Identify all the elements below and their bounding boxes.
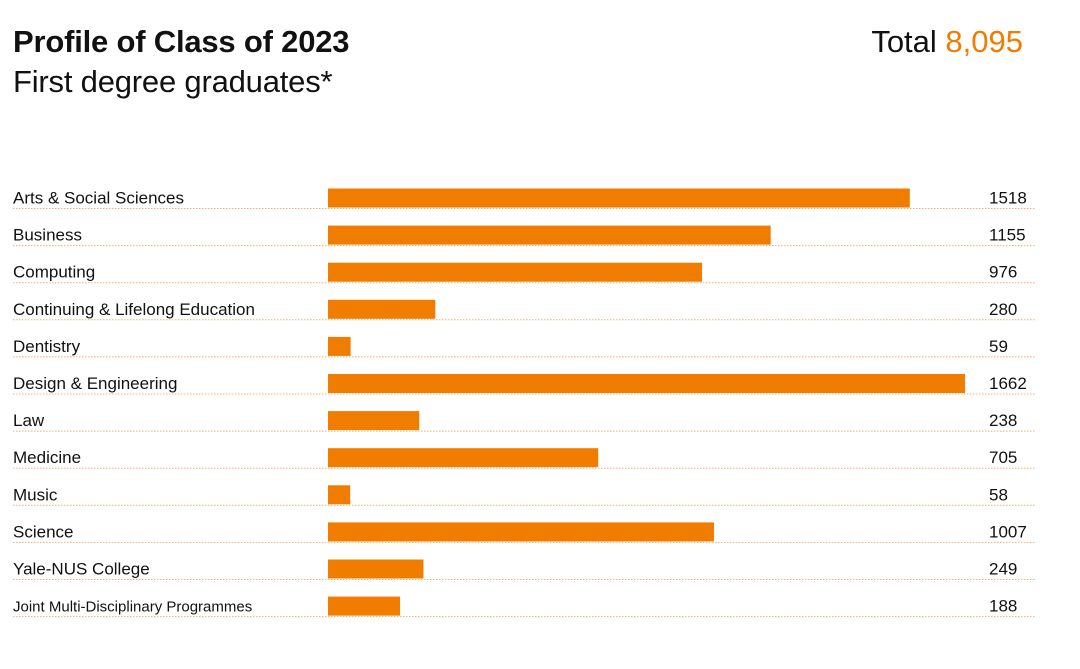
category-label: Science xyxy=(13,522,73,541)
category-label: Dentistry xyxy=(13,337,81,356)
bar xyxy=(328,188,910,208)
value-label: 976 xyxy=(989,263,1017,282)
value-label: 1007 xyxy=(989,522,1027,541)
value-label: 188 xyxy=(989,597,1017,616)
value-label: 1155 xyxy=(989,226,1026,245)
chart-title: Profile of Class of 2023 xyxy=(13,24,350,59)
bar xyxy=(328,336,351,356)
category-label: Continuing & Lifelong Education xyxy=(13,300,255,319)
bar xyxy=(328,596,401,616)
category-label: Computing xyxy=(13,263,95,282)
category-label: Joint Multi-Disciplinary Programmes xyxy=(13,599,252,616)
value-label: 1662 xyxy=(989,374,1027,393)
value-label: 1518 xyxy=(989,189,1027,208)
bar xyxy=(328,522,714,542)
value-label: 58 xyxy=(989,485,1008,504)
bar xyxy=(328,411,420,431)
bar xyxy=(328,299,436,319)
total-value: 8,095 xyxy=(945,24,1023,59)
chart-subtitle: First degree graduates* xyxy=(13,64,333,99)
total-count: Total 8,095 xyxy=(871,24,1023,60)
value-label: 59 xyxy=(989,337,1008,356)
bar xyxy=(328,485,351,505)
bar xyxy=(328,448,599,468)
total-label: Total xyxy=(871,24,937,59)
category-label: Music xyxy=(13,485,58,504)
value-label: 280 xyxy=(989,300,1017,319)
category-label: Business xyxy=(13,226,82,245)
value-label: 705 xyxy=(989,448,1017,467)
category-label: Medicine xyxy=(13,448,81,467)
category-label: Law xyxy=(13,411,45,430)
bar xyxy=(328,374,965,393)
bar xyxy=(328,262,703,282)
value-label: 249 xyxy=(989,560,1017,579)
category-label: Design & Engineering xyxy=(13,374,177,393)
category-label: Arts & Social Sciences xyxy=(13,189,184,208)
bar xyxy=(328,225,771,245)
category-label: Yale-NUS College xyxy=(13,560,150,579)
bar xyxy=(328,559,424,579)
value-label: 238 xyxy=(989,411,1017,430)
